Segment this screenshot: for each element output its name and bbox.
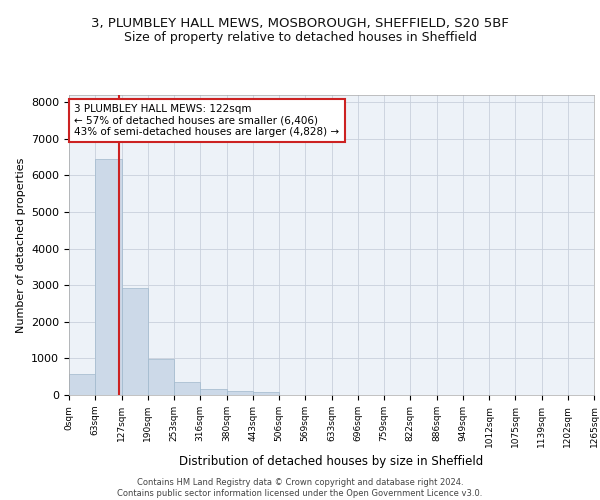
Bar bbox=[174, 382, 200, 395]
Bar bbox=[95, 160, 121, 395]
Bar bbox=[121, 288, 148, 395]
Text: Contains HM Land Registry data © Crown copyright and database right 2024.
Contai: Contains HM Land Registry data © Crown c… bbox=[118, 478, 482, 498]
Bar bbox=[200, 388, 227, 395]
Y-axis label: Number of detached properties: Number of detached properties bbox=[16, 158, 26, 332]
Text: 3, PLUMBLEY HALL MEWS, MOSBOROUGH, SHEFFIELD, S20 5BF: 3, PLUMBLEY HALL MEWS, MOSBOROUGH, SHEFF… bbox=[91, 18, 509, 30]
Text: 3 PLUMBLEY HALL MEWS: 122sqm
← 57% of detached houses are smaller (6,406)
43% of: 3 PLUMBLEY HALL MEWS: 122sqm ← 57% of de… bbox=[74, 104, 340, 137]
Bar bbox=[69, 374, 95, 395]
X-axis label: Distribution of detached houses by size in Sheffield: Distribution of detached houses by size … bbox=[179, 455, 484, 468]
Bar bbox=[227, 392, 253, 395]
Bar bbox=[253, 392, 279, 395]
Bar bbox=[148, 359, 174, 395]
Text: Size of property relative to detached houses in Sheffield: Size of property relative to detached ho… bbox=[124, 32, 476, 44]
